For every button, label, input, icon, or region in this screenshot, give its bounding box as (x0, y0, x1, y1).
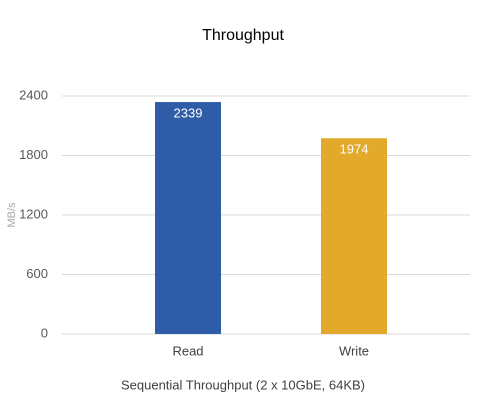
bar (321, 138, 387, 334)
bar (155, 102, 221, 334)
y-tick-label: 2400 (19, 87, 48, 102)
x-tick-label: Read (172, 343, 203, 358)
y-tick-label: 1200 (19, 206, 48, 221)
y-tick-label: 600 (26, 266, 48, 281)
x-axis-label: Sequential Throughput (2 x 10GbE, 64KB) (121, 377, 365, 392)
y-tick-label: 0 (41, 325, 48, 340)
y-tick-label: 1800 (19, 147, 48, 162)
x-tick-label: Write (339, 343, 369, 358)
data-label: 1974 (340, 142, 369, 157)
y-axis-label: MB/s (6, 202, 18, 228)
data-label: 2339 (174, 105, 203, 120)
chart-title: Throughput (202, 27, 284, 44)
